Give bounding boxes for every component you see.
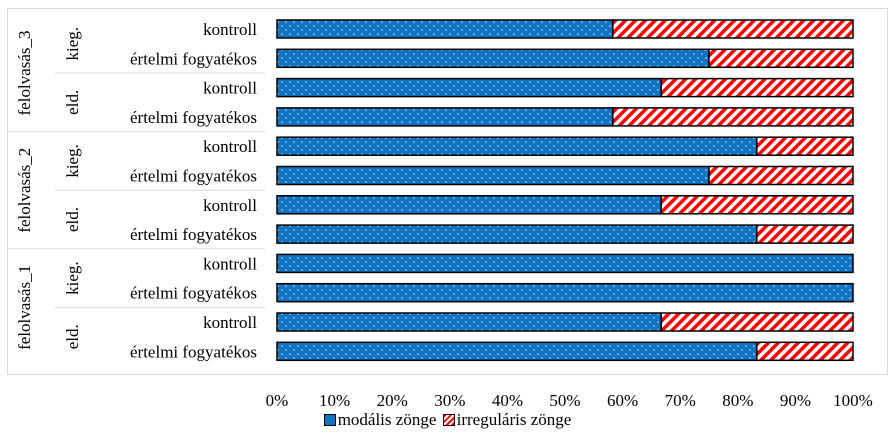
category-label: értelmi fogyatékos bbox=[130, 342, 257, 361]
x-tick-label: 80% bbox=[722, 391, 753, 410]
bar-segment-modal bbox=[276, 77, 662, 98]
bar-segment-irregular bbox=[756, 224, 854, 244]
bar-segment-irregular bbox=[708, 165, 854, 186]
x-tick-label: 30% bbox=[434, 391, 465, 410]
category-label: értelmi fogyatékos bbox=[130, 225, 257, 244]
bar-segment-modal bbox=[276, 282, 854, 303]
x-tick-label: 40% bbox=[492, 391, 523, 410]
subgroup-label: eld. bbox=[63, 207, 82, 232]
x-tick-label: 70% bbox=[665, 391, 696, 410]
legend-item-modal: modális zönge bbox=[323, 410, 437, 430]
category-label: kontroll bbox=[203, 79, 257, 98]
category-label: kontroll bbox=[203, 313, 257, 332]
category-label: kontroll bbox=[203, 196, 257, 215]
stacked-bar-chart: kontroll értelmi fogyatékos kontroll értelm… bbox=[7, 8, 888, 410]
bar-segment-modal bbox=[276, 312, 662, 332]
legend-label-irregular: irreguláris zönge bbox=[456, 410, 572, 429]
bar-segment-irregular bbox=[756, 136, 854, 156]
bar-segment-modal bbox=[276, 224, 758, 244]
level-label: felolvasás_3 bbox=[15, 31, 34, 116]
bar-segment-irregular bbox=[660, 195, 854, 215]
bar-segment-modal bbox=[276, 48, 710, 69]
category-label: értelmi fogyatékos bbox=[130, 49, 257, 68]
subgroup-label: kieg. bbox=[63, 261, 82, 295]
category-label: kontroll bbox=[203, 254, 257, 273]
bar-segment-irregular bbox=[660, 77, 854, 98]
category-label: értelmi fogyatékos bbox=[130, 167, 257, 186]
bar-segment-irregular bbox=[708, 48, 854, 69]
category-label: kontroll bbox=[203, 137, 257, 156]
category-label: értelmi fogyatékos bbox=[130, 284, 257, 303]
subgroup-label: eld. bbox=[63, 324, 82, 349]
bar-segment-modal bbox=[276, 107, 614, 127]
bar-segment-modal bbox=[276, 253, 854, 274]
x-tick-label: 50% bbox=[549, 391, 580, 410]
legend: modális zönge irreguláris zönge bbox=[0, 410, 895, 430]
x-tick-label: 10% bbox=[319, 391, 350, 410]
x-tick-label: 60% bbox=[607, 391, 638, 410]
category-label: értelmi fogyatékos bbox=[130, 108, 257, 127]
category-label: kontroll bbox=[203, 20, 257, 39]
bar-segment-modal bbox=[276, 136, 758, 156]
x-tick-label: 100% bbox=[833, 391, 873, 410]
bar-segment-modal bbox=[276, 165, 710, 186]
legend-label-modal: modális zönge bbox=[337, 410, 437, 429]
level-label: felolvasás_2 bbox=[15, 148, 34, 233]
bar-segment-modal bbox=[276, 19, 614, 39]
x-tick-label: 90% bbox=[780, 391, 811, 410]
subgroup-label: kieg. bbox=[63, 144, 82, 178]
subgroup-label: kieg. bbox=[63, 27, 82, 61]
legend-swatch-irregular bbox=[442, 414, 455, 426]
bar-segment-modal bbox=[276, 195, 662, 215]
legend-item-irregular: irreguláris zönge bbox=[442, 410, 572, 430]
bar-segment-irregular bbox=[612, 107, 854, 127]
x-tick-label: 20% bbox=[377, 391, 408, 410]
bar-segment-irregular bbox=[612, 19, 854, 39]
bar-segment-irregular bbox=[660, 312, 854, 332]
x-tick-label: 0% bbox=[266, 391, 289, 410]
bar-segment-modal bbox=[276, 341, 758, 362]
legend-swatch-modal bbox=[323, 414, 336, 426]
level-label: felolvasás_1 bbox=[15, 265, 34, 350]
subgroup-label: eld. bbox=[63, 90, 82, 115]
bar-segment-irregular bbox=[756, 341, 854, 362]
